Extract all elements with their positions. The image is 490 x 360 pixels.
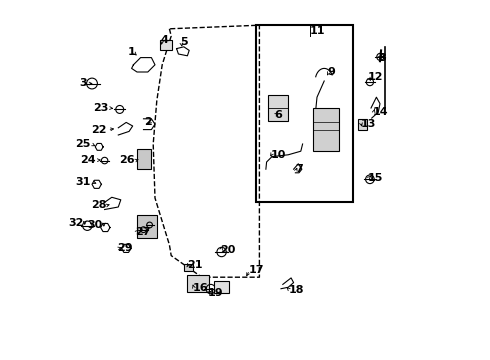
Text: 19: 19	[207, 288, 223, 298]
Text: 11: 11	[310, 26, 325, 36]
Text: 6: 6	[274, 110, 282, 120]
Text: 7: 7	[295, 164, 303, 174]
Text: 30: 30	[88, 220, 103, 230]
Text: 9: 9	[328, 67, 336, 77]
Bar	[215, 281, 229, 293]
Text: 21: 21	[187, 260, 203, 270]
Text: 26: 26	[120, 155, 135, 165]
Bar	[269, 95, 288, 121]
Text: 5: 5	[180, 37, 188, 48]
Bar	[358, 119, 368, 130]
Text: 28: 28	[91, 200, 106, 210]
Text: 2: 2	[144, 117, 151, 127]
Text: 20: 20	[220, 245, 235, 255]
Text: 31: 31	[75, 177, 91, 187]
Bar	[184, 264, 193, 271]
Text: 25: 25	[75, 139, 90, 149]
Text: 1: 1	[127, 47, 135, 57]
Text: 17: 17	[248, 265, 264, 275]
Text: 3: 3	[79, 78, 87, 88]
Bar	[137, 215, 157, 238]
Text: 12: 12	[368, 72, 383, 82]
Bar	[187, 275, 209, 292]
Bar	[137, 149, 151, 169]
Text: 8: 8	[378, 53, 386, 63]
Text: 18: 18	[288, 285, 304, 295]
Text: 16: 16	[193, 283, 208, 293]
Text: 29: 29	[117, 243, 133, 253]
Text: 15: 15	[368, 173, 383, 183]
Text: 32: 32	[68, 218, 84, 228]
Bar	[314, 108, 339, 151]
Text: 22: 22	[91, 125, 106, 135]
Text: 27: 27	[135, 227, 151, 237]
Text: 24: 24	[80, 155, 96, 165]
Bar	[256, 25, 353, 202]
Text: 4: 4	[160, 35, 168, 45]
Text: 10: 10	[270, 150, 286, 160]
Text: 23: 23	[93, 103, 108, 113]
Text: 14: 14	[373, 107, 389, 117]
Text: 13: 13	[360, 119, 375, 129]
Bar	[160, 40, 172, 50]
